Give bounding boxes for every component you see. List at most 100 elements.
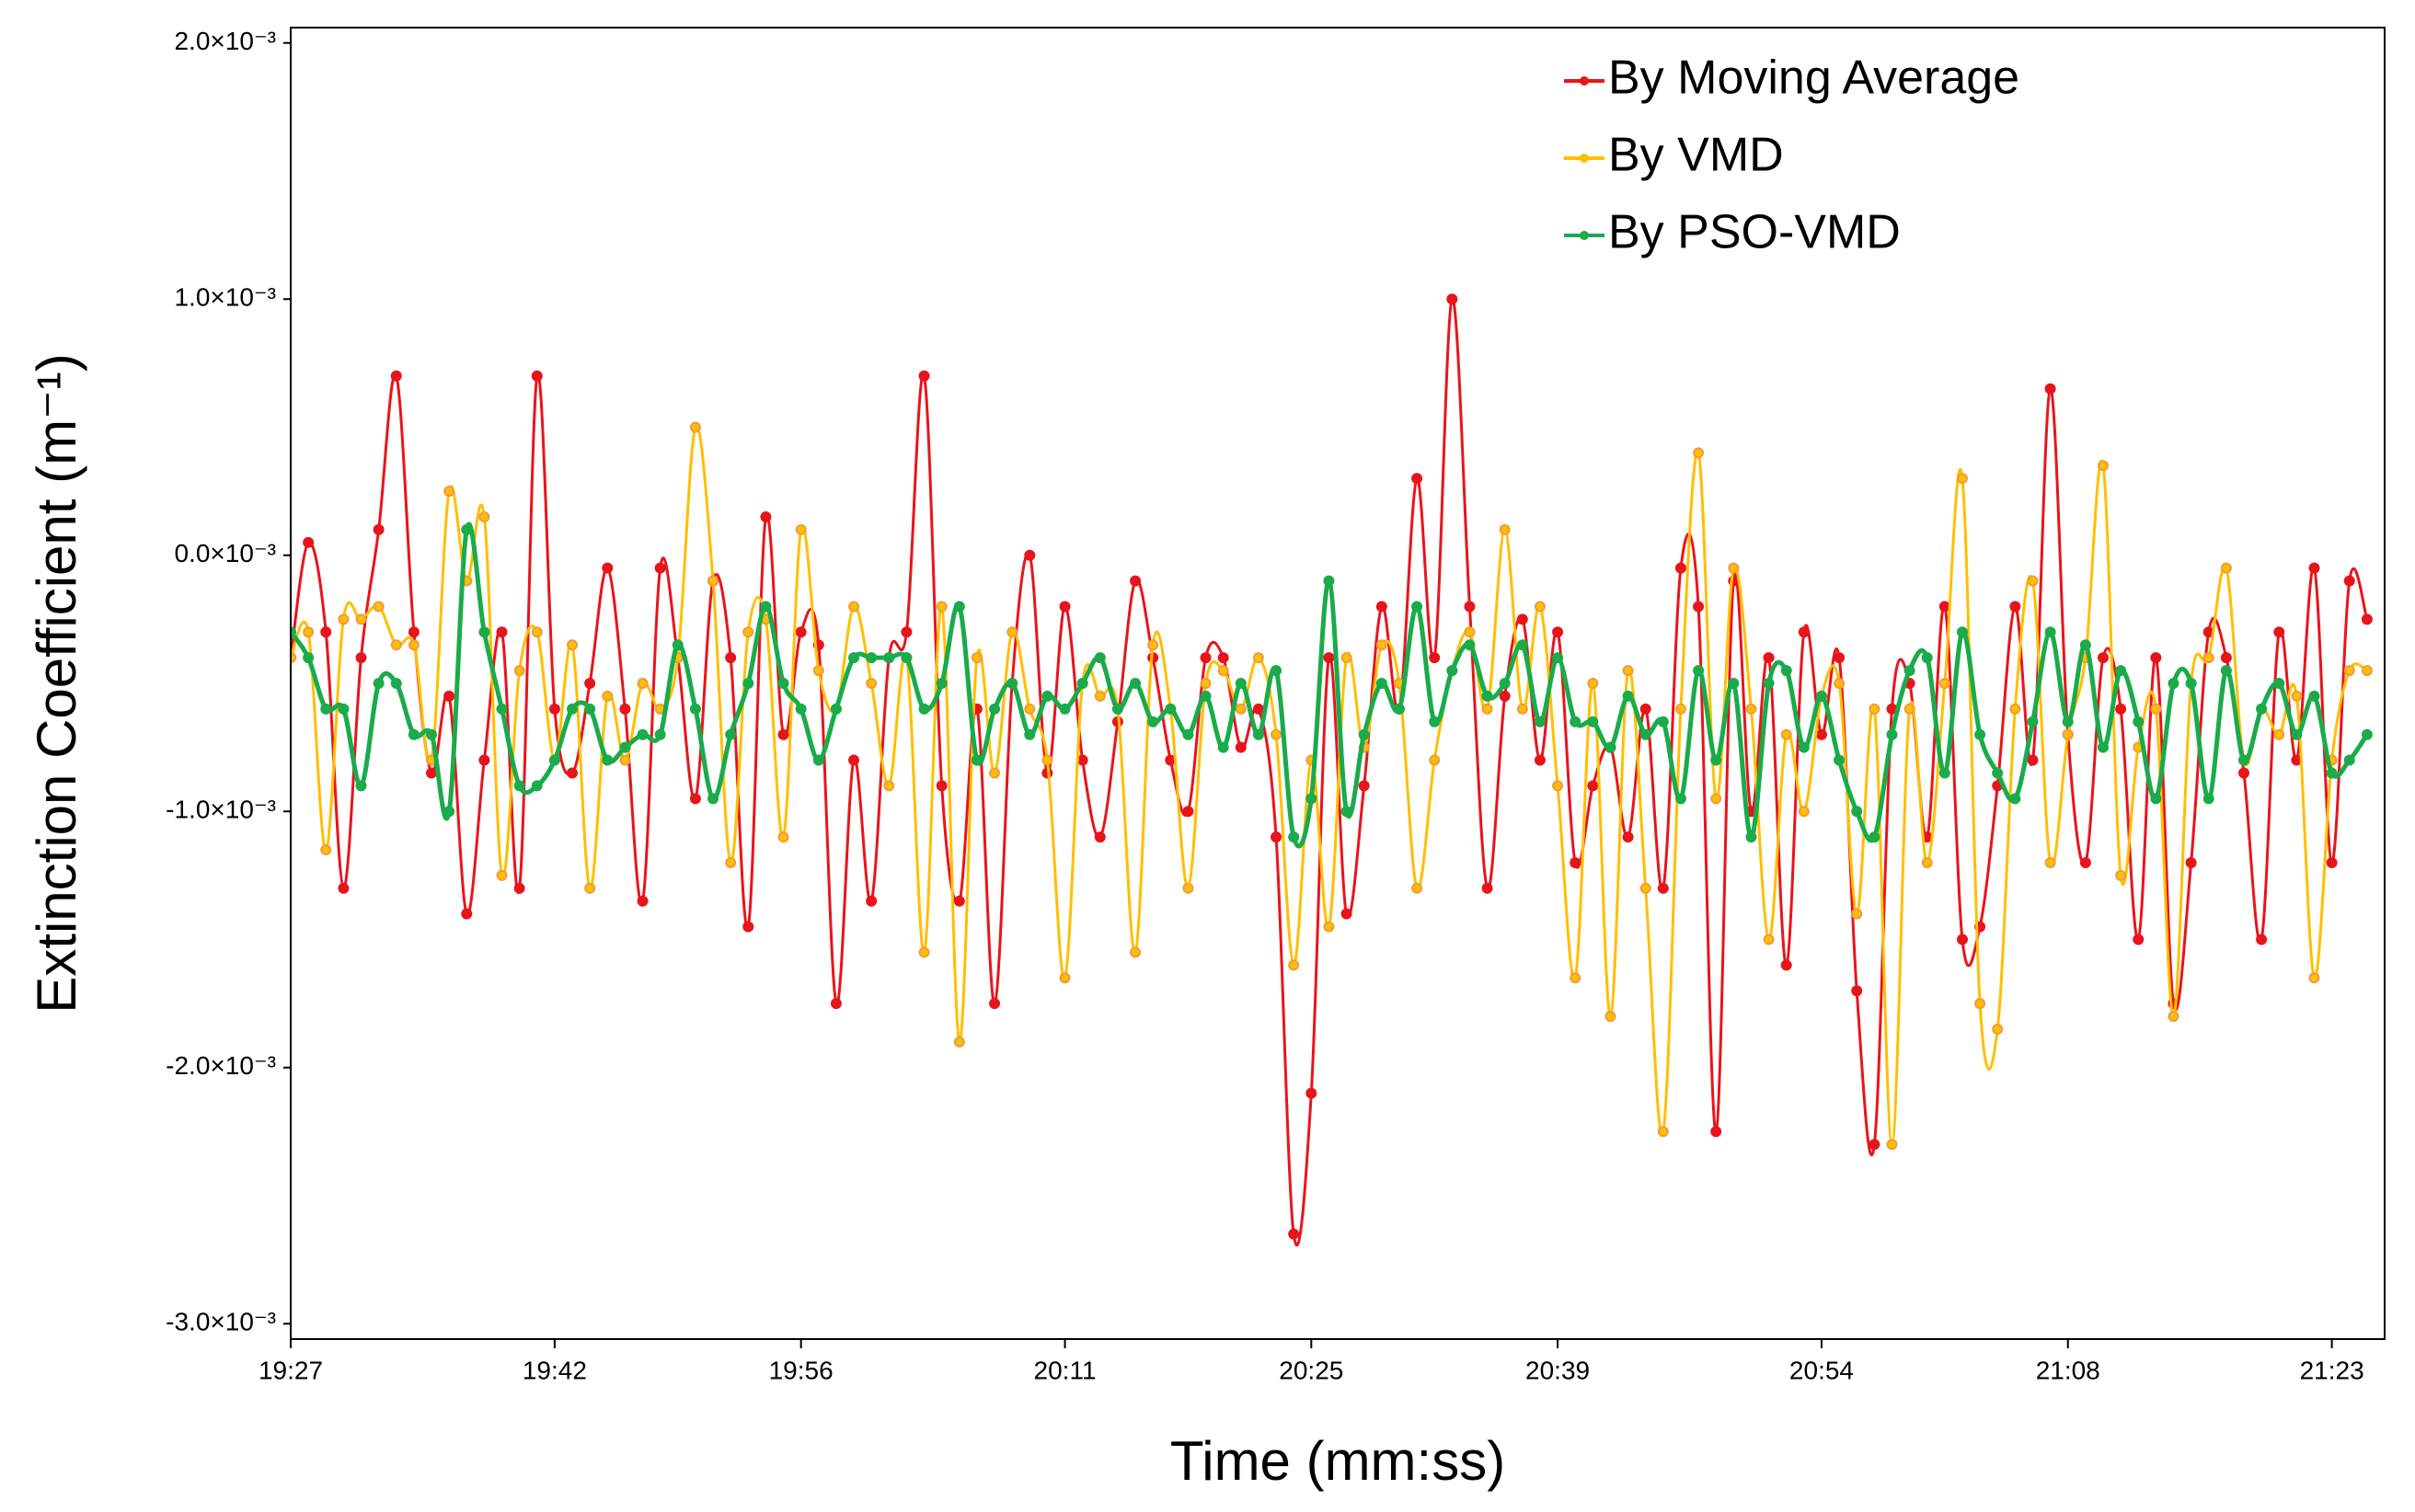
data-point — [1340, 908, 1352, 920]
data-point — [1429, 652, 1441, 664]
data-point — [637, 728, 649, 740]
data-point — [725, 652, 737, 664]
data-point — [1534, 754, 1546, 766]
data-point — [619, 741, 631, 753]
data-point — [1674, 793, 1686, 805]
data-point — [1094, 690, 1106, 702]
data-point — [654, 728, 666, 740]
x-tick-label: 20:11 — [1034, 1356, 1097, 1384]
data-point — [1024, 728, 1036, 740]
data-point — [2308, 972, 2320, 984]
data-point — [1745, 831, 1757, 843]
data-point — [1903, 703, 1915, 715]
data-point — [1006, 626, 1018, 638]
data-point — [2079, 639, 2091, 651]
data-point — [936, 678, 948, 689]
data-point — [901, 652, 913, 664]
data-point — [443, 806, 455, 818]
data-point — [1834, 678, 1846, 689]
data-point — [1710, 1126, 1722, 1138]
data-point — [2273, 626, 2285, 638]
data-point — [531, 780, 543, 792]
data-point — [355, 613, 367, 625]
data-point — [1534, 601, 1546, 613]
data-point — [866, 652, 878, 664]
data-point — [1182, 806, 1194, 818]
data-point — [1886, 728, 1898, 740]
data-point — [1340, 806, 1352, 818]
data-point — [1464, 639, 1476, 651]
data-point — [320, 844, 332, 856]
data-point — [390, 370, 402, 382]
data-point — [1446, 293, 1458, 305]
data-point — [408, 626, 420, 638]
data-point — [303, 652, 315, 664]
data-point — [1059, 972, 1071, 984]
data-point — [2291, 728, 2303, 740]
data-point — [2237, 754, 2249, 766]
data-point — [812, 665, 824, 677]
data-point — [478, 626, 490, 638]
data-point — [1587, 678, 1599, 689]
data-point — [2361, 613, 2373, 625]
data-point — [918, 370, 930, 382]
data-point — [1587, 716, 1599, 727]
data-point — [1516, 639, 1528, 651]
data-point — [1516, 613, 1528, 625]
data-point — [1375, 601, 1387, 613]
plot-frame — [290, 27, 2386, 1340]
data-point — [2185, 678, 2197, 689]
data-point — [1305, 793, 1317, 805]
data-point — [1815, 690, 1827, 702]
data-point — [291, 626, 296, 638]
data-point — [1815, 728, 1827, 740]
data-point — [1094, 831, 1106, 843]
data-point — [2115, 703, 2127, 715]
legend-label: By Moving Average — [1608, 52, 2019, 105]
data-point — [373, 601, 385, 613]
data-point — [637, 895, 649, 907]
data-point — [567, 639, 579, 651]
data-point — [1340, 652, 1352, 664]
data-point — [1798, 741, 1810, 753]
data-point — [355, 780, 367, 792]
data-point — [725, 856, 737, 868]
data-point — [2133, 716, 2145, 727]
y-axis-title: Extinction Coefficient (m⁻¹) — [26, 353, 87, 1013]
data-point — [1622, 665, 1634, 677]
data-point — [1886, 1139, 1898, 1151]
data-point — [2237, 767, 2249, 779]
data-point — [742, 626, 754, 638]
data-point — [513, 665, 525, 677]
data-point — [443, 486, 455, 498]
data-point — [567, 703, 579, 715]
data-point — [426, 767, 438, 779]
data-point — [1323, 575, 1335, 587]
data-point — [1639, 728, 1651, 740]
data-point — [795, 703, 807, 715]
data-point — [1217, 652, 1229, 664]
data-point — [1956, 473, 1968, 485]
data-point — [936, 601, 948, 613]
data-point — [795, 626, 807, 638]
data-point — [1956, 934, 1968, 945]
data-point — [2202, 652, 2214, 664]
data-point — [2361, 728, 2373, 740]
data-point — [672, 639, 684, 651]
data-point — [2044, 856, 2056, 868]
data-point — [320, 626, 332, 638]
data-point — [1217, 665, 1229, 677]
data-point — [1657, 882, 1669, 894]
data-point — [1552, 652, 1564, 664]
data-point — [2027, 754, 2039, 766]
data-point — [1780, 728, 1792, 740]
data-point — [901, 626, 913, 638]
data-point — [1851, 806, 1863, 818]
data-point — [1693, 601, 1705, 613]
data-point — [1798, 626, 1810, 638]
data-point — [584, 882, 596, 894]
x-tick-label: 19:42 — [523, 1356, 587, 1384]
data-point — [1024, 549, 1036, 561]
data-point — [689, 703, 701, 715]
data-point — [1111, 703, 1123, 715]
